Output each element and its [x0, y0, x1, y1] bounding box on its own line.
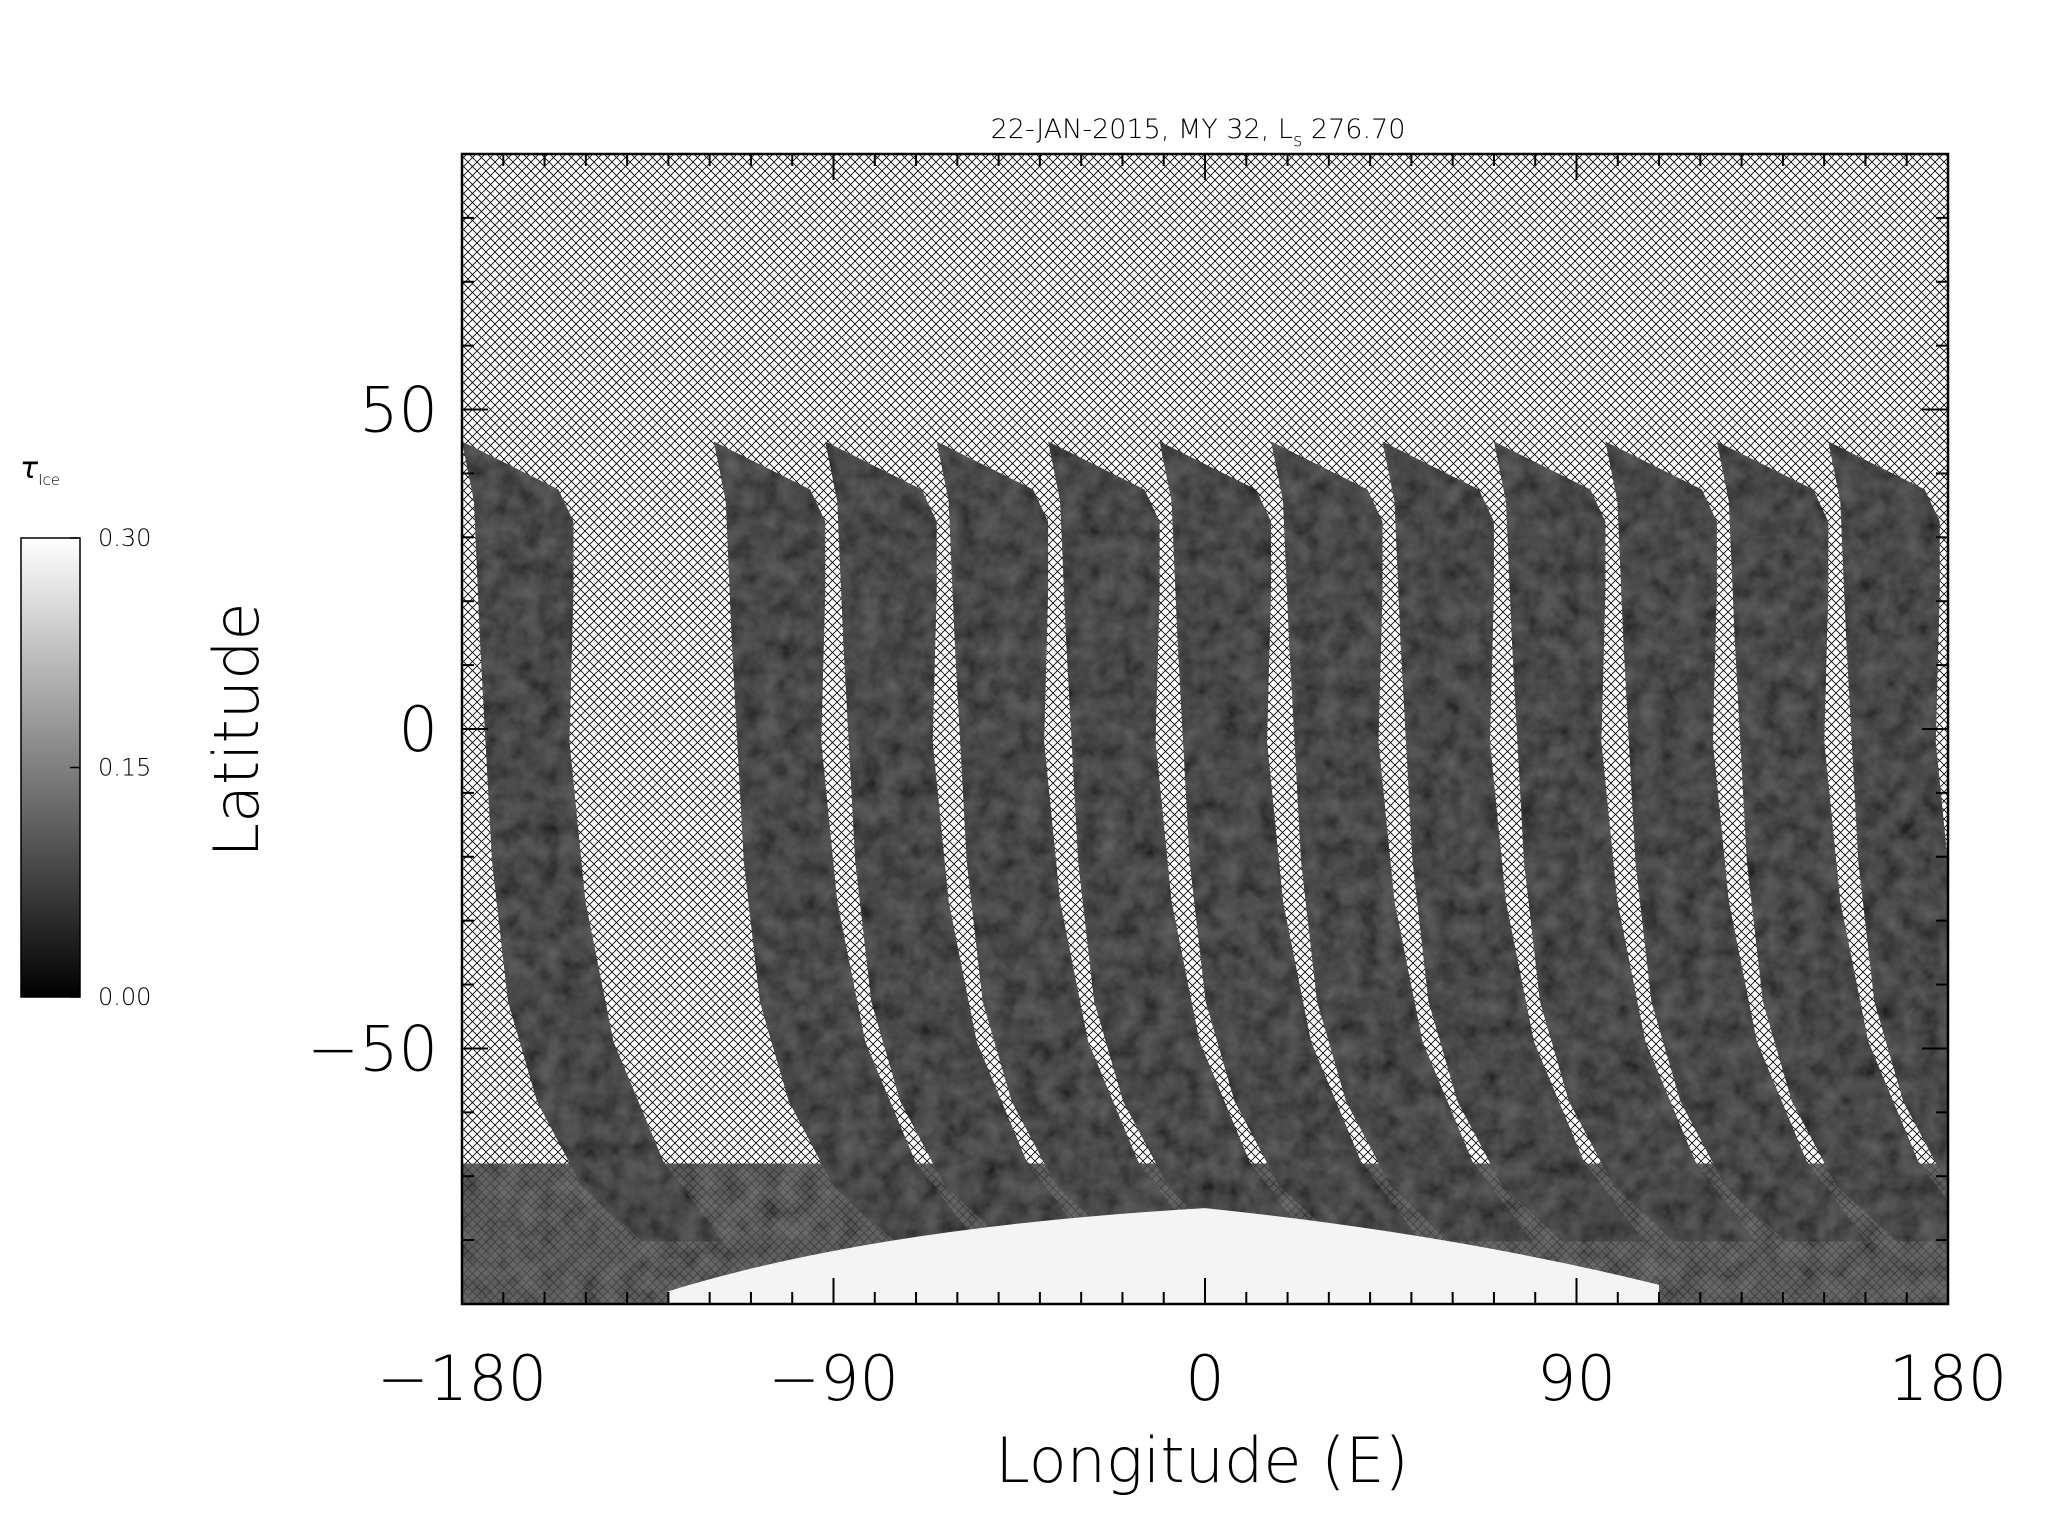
swath: [1493, 441, 1756, 1242]
x-tick-label: −180: [377, 1342, 547, 1415]
colorbar-tick-label: 0.15: [98, 754, 151, 782]
colorbar-tick-label: 0.00: [98, 983, 151, 1011]
chart-title: 22-JAN-2015, MY 32, Ls 276.70: [991, 114, 1406, 151]
title-suffix: 276.70: [1302, 114, 1405, 145]
colorbar: τIce 0.00 0.15 0.30: [20, 451, 151, 1011]
swath: [1382, 441, 1644, 1242]
swath: [713, 441, 976, 1242]
y-tick-label: 0: [399, 693, 438, 766]
colorbar-label-subscript: Ice: [38, 471, 60, 489]
swath: [825, 441, 1087, 1242]
x-axis-label: Longitude (E): [995, 1424, 1408, 1497]
axis-ticks: [461, 153, 1949, 1305]
axis-tick-labels: −180 −90 0 90 180 50 0 −50: [307, 374, 2007, 1415]
y-axis-label: Latitude: [200, 602, 273, 857]
swath: [936, 441, 1199, 1242]
swath: [462, 441, 724, 1242]
y-tick-label: 50: [359, 374, 438, 447]
x-tick-label: −90: [768, 1342, 899, 1415]
colorbar-ticks: 0.00 0.15 0.30: [70, 524, 151, 1011]
swath: [1159, 441, 1422, 1242]
swath: [1948, 442, 2048, 1242]
y-tick-label: −50: [307, 1012, 438, 1085]
x-tick-label: 180: [1889, 1342, 2007, 1415]
swath: [1716, 441, 1948, 1242]
swath: [1271, 441, 1533, 1242]
colorbar-label: τIce: [20, 451, 60, 489]
colorbar-label-symbol: τ: [20, 451, 39, 486]
title-subscript: s: [1293, 130, 1302, 151]
swath: [1828, 441, 1948, 1186]
colorbar-tick-label: 0.30: [98, 524, 151, 552]
x-tick-label: 90: [1537, 1342, 1616, 1415]
title-main: 22-JAN-2015, MY 32, L: [991, 114, 1293, 145]
swath: [1605, 441, 1867, 1242]
plot-area: [462, 154, 2048, 1304]
polar-ice-region: [668, 1208, 1660, 1304]
x-tick-label: 0: [1185, 1342, 1224, 1415]
swath: [1048, 441, 1310, 1242]
